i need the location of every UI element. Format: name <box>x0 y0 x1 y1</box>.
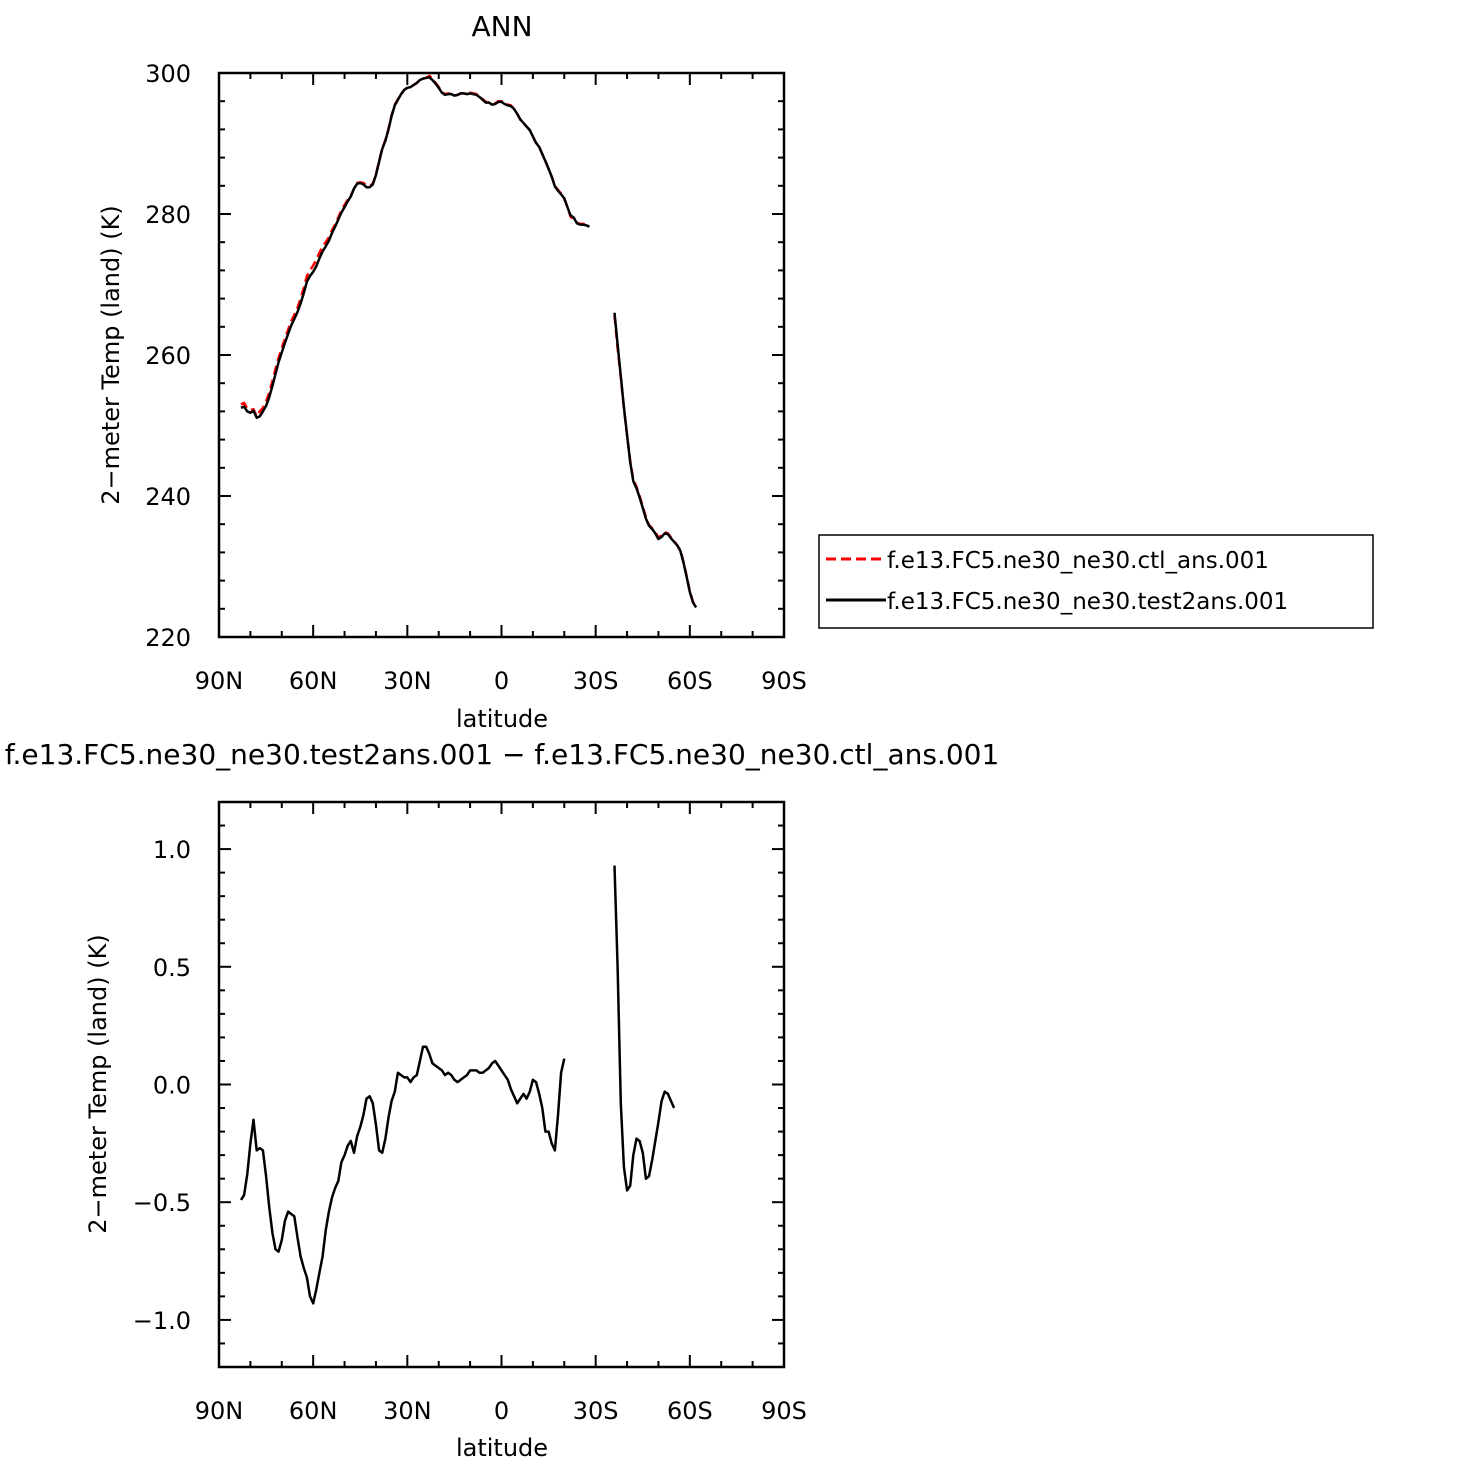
chart-title: f.e13.FC5.ne30_ne30.test2ans.001 − f.e13… <box>5 738 1000 771</box>
x-tick-label: 30N <box>383 1397 432 1425</box>
x-tick-label: 90S <box>761 1397 807 1425</box>
y-tick-label: 280 <box>145 201 191 229</box>
plot-frame <box>217 800 786 1369</box>
series-line <box>613 312 698 609</box>
tick-layer <box>218 801 785 1368</box>
x-tick-label: 60N <box>289 667 338 695</box>
x-tick-label: 0 <box>494 667 509 695</box>
y-tick-label: −1.0 <box>133 1307 191 1335</box>
difference-panel: f.e13.FC5.ne30_ne30.test2ans.001 − f.e13… <box>5 738 1000 1462</box>
series-layer <box>240 74 698 609</box>
series-line <box>240 74 591 418</box>
y-tick-label: 240 <box>145 483 191 511</box>
y-tick-label: 1.0 <box>153 836 191 864</box>
y-tick-label: 220 <box>145 624 191 652</box>
tick-labels: 90N 60N 30N 0 30S 60S 90S 300 280 260 240 220 <box>145 60 807 695</box>
x-tick-label: 60N <box>289 1397 338 1425</box>
y-axis-label: 2−meter Temp (land) (K) <box>84 934 112 1233</box>
series-layer <box>239 865 676 1305</box>
x-tick-label: 30N <box>383 667 432 695</box>
x-tick-label: 0 <box>494 1397 509 1425</box>
series-line <box>613 865 676 1192</box>
x-tick-label: 60S <box>667 1397 713 1425</box>
x-tick-label: 90N <box>195 667 244 695</box>
y-tick-label: 260 <box>145 342 191 370</box>
legend: f.e13.FC5.ne30_ne30.ctl_ans.001 f.e13.FC… <box>818 534 1374 629</box>
x-tick-label: 30S <box>573 1397 619 1425</box>
legend-label-ctl: f.e13.FC5.ne30_ne30.ctl_ans.001 <box>887 548 1269 574</box>
series-line <box>240 75 590 419</box>
legend-box <box>818 534 1374 629</box>
x-tick-label: 90S <box>761 667 807 695</box>
tick-layer <box>218 72 785 638</box>
series-line <box>239 1045 566 1305</box>
tick-labels: 90N 60N 30N 0 30S 60S 90S 1.0 0.5 0.0 −0.5 −1.0 <box>133 836 807 1425</box>
y-tick-label: 0.5 <box>153 954 191 982</box>
y-tick-label: 0.0 <box>153 1072 191 1100</box>
x-tick-label: 30S <box>573 667 619 695</box>
y-axis-label: 2−meter Temp (land) (K) <box>97 205 125 504</box>
x-axis-label: latitude <box>456 1434 548 1462</box>
y-tick-label: 300 <box>145 60 191 88</box>
y-tick-label: −0.5 <box>133 1189 191 1217</box>
chart-title: ANN <box>471 10 532 43</box>
plot-frame <box>217 71 786 639</box>
x-tick-label: 90N <box>195 1397 244 1425</box>
legend-label-test: f.e13.FC5.ne30_ne30.test2ans.001 <box>887 589 1288 615</box>
temperature-panel: ANN 90N 60N 30N 0 30S 60S 90S 300 280 260 240 220 l… <box>97 10 807 733</box>
x-tick-label: 60S <box>667 667 713 695</box>
x-axis-label: latitude <box>456 705 548 733</box>
